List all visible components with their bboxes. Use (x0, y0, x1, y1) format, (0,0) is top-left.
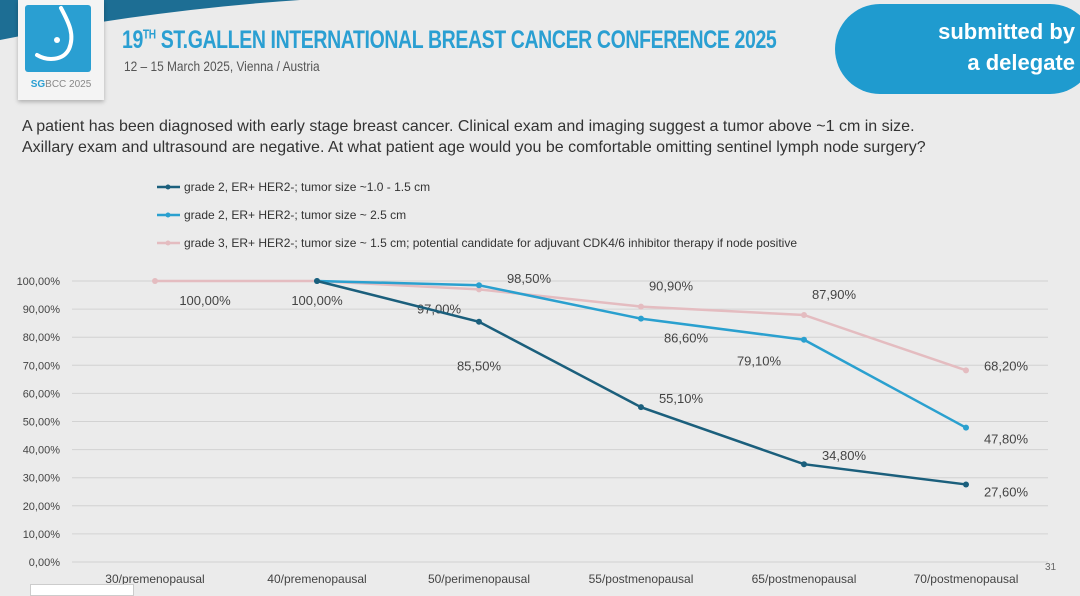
data-label: 55,10% (659, 391, 704, 406)
data-point (314, 278, 320, 284)
y-tick-label: 50,00% (23, 417, 61, 429)
series-line (155, 279, 967, 372)
data-point (476, 282, 482, 289)
x-tick-label: 30/premenopausal (105, 572, 204, 586)
legend-label: grade 3, ER+ HER2-; tumor size ~ 1.5 cm;… (184, 236, 797, 250)
legend-label: grade 2, ER+ HER2-; tumor size ~ 2.5 cm (184, 208, 406, 222)
y-tick-label: 90,00% (23, 304, 61, 316)
data-point (638, 404, 644, 411)
data-point (801, 461, 807, 468)
data-label: 100,00% (179, 293, 231, 308)
x-tick-label: 70/postmenopausal (914, 572, 1019, 586)
conference-title: 19TH ST.GALLEN INTERNATIONAL BREAST CANC… (122, 26, 777, 54)
conference-dates: 12 – 15 March 2025, Vienna / Austria (124, 58, 320, 74)
data-point (801, 312, 807, 319)
series-line (316, 279, 967, 486)
legend-label: grade 2, ER+ HER2-; tumor size ~1.0 - 1.… (184, 180, 430, 194)
x-tick-label: 50/perimenopausal (428, 572, 530, 586)
data-label: 34,80% (822, 448, 867, 463)
y-tick-label: 0,00% (29, 557, 60, 569)
data-point (476, 318, 482, 325)
data-label: 98,50% (507, 271, 552, 286)
data-label: 90,90% (649, 279, 694, 294)
x-tick-label: 55/postmenopausal (589, 572, 694, 586)
y-tick-label: 60,00% (23, 388, 61, 400)
x-tick-label: 40/premenopausal (267, 572, 366, 586)
data-point (963, 367, 969, 374)
data-label: 100,00% (291, 293, 343, 308)
legend-marker (165, 184, 171, 190)
y-tick-label: 100,00% (17, 276, 61, 288)
overlay-box (30, 584, 134, 596)
data-label: 79,10% (737, 354, 782, 369)
y-tick-label: 30,00% (23, 473, 61, 485)
legend-marker (165, 212, 171, 218)
y-tick-label: 80,00% (23, 332, 61, 344)
data-label: 85,50% (457, 359, 502, 374)
logo-mark (25, 5, 91, 72)
sgbcc-logo: SGBCC 2025 (18, 0, 104, 100)
line-chart: 0,00% 10,00% 20,00% 30,00% 40,00% 50,00% 60,00… (17, 180, 1048, 586)
submitted-badge: submitted by a delegate (835, 4, 1080, 94)
data-point (476, 286, 482, 293)
data-point (963, 424, 969, 431)
data-point (801, 336, 807, 343)
data-label: 97,00% (417, 301, 462, 316)
y-tick-label: 70,00% (23, 360, 61, 372)
data-point (963, 481, 969, 488)
data-point (638, 315, 644, 322)
x-tick-label: 65/postmenopausal (752, 572, 857, 586)
legend-marker (165, 240, 171, 246)
y-tick-label: 40,00% (23, 445, 61, 457)
y-tick-label: 20,00% (23, 501, 61, 513)
y-tick-label: 10,00% (23, 529, 61, 541)
data-label: 47,80% (984, 432, 1029, 447)
data-label: 68,20% (984, 358, 1029, 373)
data-label: 27,60% (984, 484, 1029, 499)
question-text: A patient has been diagnosed with early … (22, 118, 926, 156)
data-label: 87,90% (812, 287, 857, 302)
page-number: 31 (1045, 562, 1057, 573)
data-point (152, 278, 158, 284)
data-label: 86,60% (664, 331, 709, 346)
data-point (638, 303, 644, 310)
